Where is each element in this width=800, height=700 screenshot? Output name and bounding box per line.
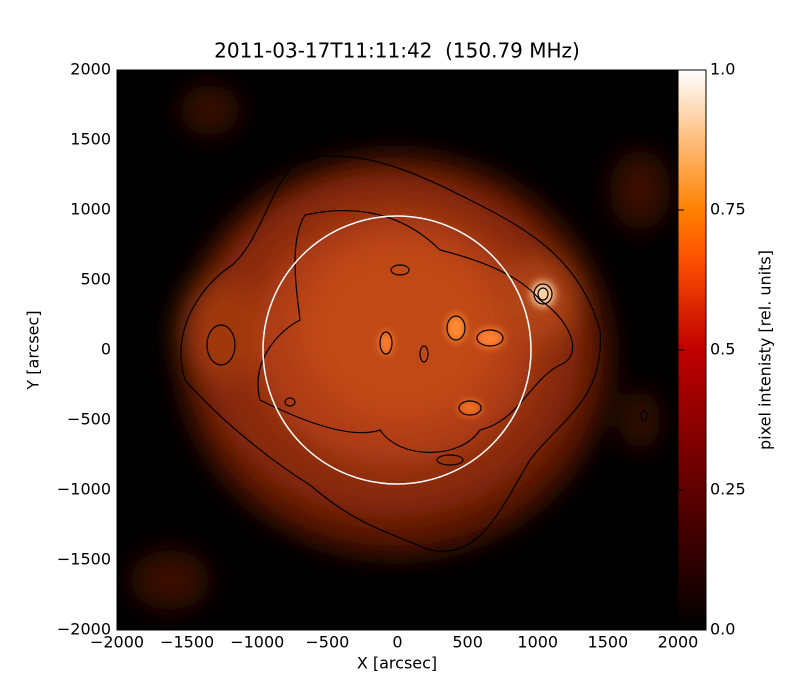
y-tick-label: −1500 [57,550,111,569]
colorbar-tick-label: 0.25 [710,480,746,499]
colorbar-tick-label: 0.5 [710,340,735,359]
x-tick-label: 2000 [658,633,699,652]
y-axis-label: Y [arcsec] [24,310,43,390]
y-tick-label: −2000 [57,620,111,639]
x-tick-label: −2000 [90,633,144,652]
x-tick-label: −1000 [230,633,284,652]
x-axis-label: X [arcsec] [357,654,437,673]
y-tick-label: 2000 [70,60,111,79]
y-tick-label: −500 [67,410,111,429]
x-tick-label: 500 [452,633,483,652]
y-tick-label: 1000 [70,200,111,219]
colorbar-label: pixel intenisty [rel. units] [756,250,775,450]
x-tick-label: 1000 [517,633,558,652]
heatmap-image [117,70,678,630]
x-tick-label: −500 [305,633,349,652]
colorbar-tick-label: 0.75 [710,200,746,219]
chart-title: 2011-03-17T11:11:42 (150.79 MHz) [214,39,580,63]
y-tick-label: 1500 [70,130,111,149]
y-tick-label: −1000 [57,480,111,499]
colorbar-tick-label: 1.0 [710,60,735,79]
x-tick-label: 1500 [588,633,629,652]
y-tick-label: 0 [101,340,111,359]
x-tick-label: 0 [392,633,402,652]
y-tick-label: 500 [80,270,111,289]
colorbar-tick-label: 0.0 [710,620,735,639]
x-tick-label: −1500 [160,633,214,652]
